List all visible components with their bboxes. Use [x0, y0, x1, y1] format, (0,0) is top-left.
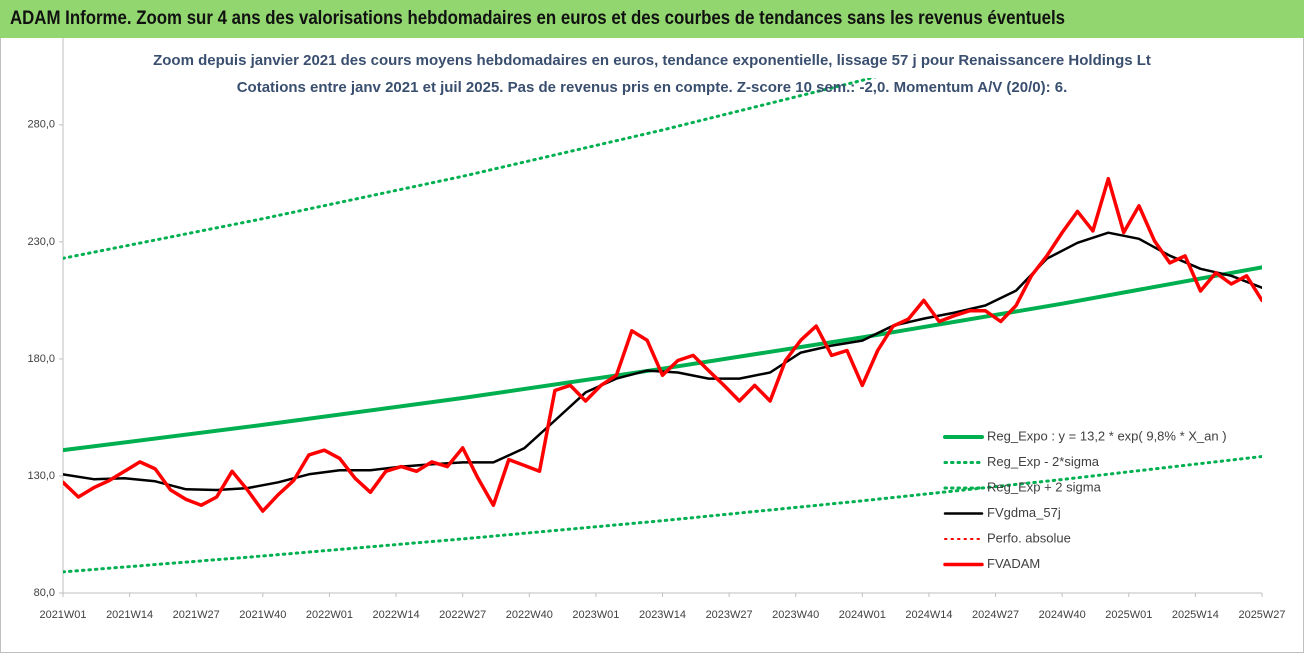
legend-label: FVADAM: [987, 556, 1040, 571]
x-tick-label: 2021W14: [106, 609, 153, 621]
subtitle-box: [160, 45, 1150, 103]
x-tick-label: 2022W01: [306, 609, 353, 621]
legend-label: Reg_Expo : y = 13,2 * exp( 9,8% * X_an ): [987, 428, 1227, 443]
y-tick-label: 130,0: [27, 470, 55, 482]
chart-subtitle: Zoom depuis janvier 2021 des cours moyen…: [153, 52, 1151, 69]
y-tick-label: 280,0: [27, 119, 55, 131]
x-tick-label: 2024W40: [1039, 609, 1086, 621]
x-tick-label: 2021W01: [39, 609, 86, 621]
header: [0, 0, 1304, 38]
x-tick-label: 2025W14: [1172, 609, 1219, 621]
legend-label: Reg_Exp - 2*sigma: [987, 454, 1100, 469]
y-tick-label: 180,0: [27, 353, 55, 365]
x-tick-label: 2022W14: [373, 609, 420, 621]
x-tick-label: 2024W27: [972, 609, 1019, 621]
x-tick-label: 2025W01: [1105, 609, 1152, 621]
chart-subtitle: Cotations entre janv 2021 et juil 2025. …: [237, 79, 1068, 96]
x-tick-label: 2025W27: [1238, 609, 1285, 621]
x-tick-label: 2023W40: [772, 609, 819, 621]
x-tick-label: 2023W27: [706, 609, 753, 621]
x-tick-label: 2021W40: [239, 609, 286, 621]
x-tick-label: 2023W01: [572, 609, 619, 621]
subtitles: Zoom depuis janvier 2021 des cours moyen…: [153, 52, 1226, 571]
x-tick-label: 2022W40: [506, 609, 553, 621]
chart-title: ADAM Informe. Zoom sur 4 ans des valoris…: [10, 8, 1065, 29]
series-line: [63, 78, 877, 260]
x-tick-label: 2023W14: [639, 609, 686, 621]
plot-area: 80,0 130,0 180,0 230,0 280,0 2021W01 2021W14 20…: [27, 38, 1286, 621]
x-tick-label: 2024W14: [905, 609, 952, 621]
y-tick-label: 230,0: [27, 236, 55, 248]
x-tick-label: 2022W27: [439, 609, 486, 621]
legend-label: Reg_Exp + 2 sigma: [987, 479, 1102, 494]
series-line: [63, 455, 1262, 574]
y-tick-label: 80,0: [34, 587, 55, 599]
x-tick-label: 2021W27: [173, 609, 220, 621]
x-tick-label: 2024W01: [839, 609, 886, 621]
series-line: [63, 265, 1262, 453]
legend-label: Perfo. absolue: [987, 530, 1071, 545]
series-line: [63, 176, 1262, 513]
legend-label: FVgdma_57j: [987, 505, 1061, 520]
